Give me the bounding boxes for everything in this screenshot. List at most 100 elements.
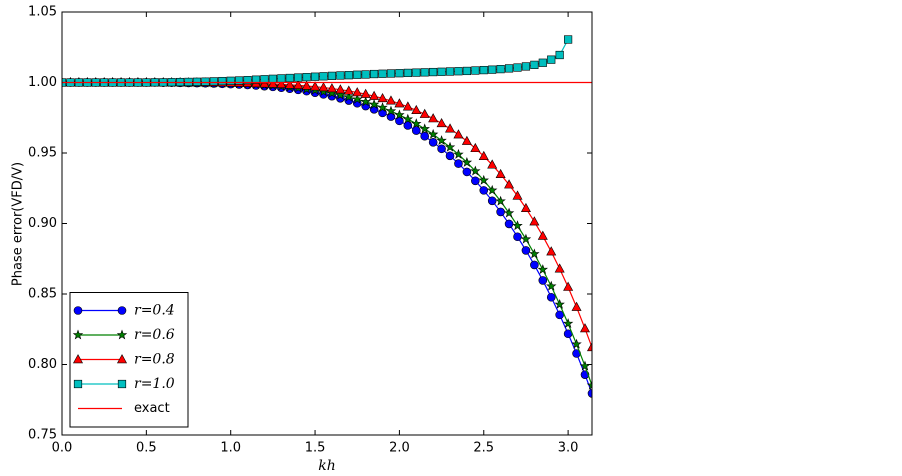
marker: [521, 246, 531, 255]
x-tick-label: 3.0: [558, 441, 579, 456]
marker: [294, 73, 303, 82]
marker: [411, 104, 422, 114]
marker: [343, 85, 354, 95]
marker: [436, 135, 447, 146]
marker: [335, 84, 346, 94]
marker: [429, 67, 438, 77]
legend-label: r=0.6: [134, 327, 175, 343]
marker: [428, 137, 438, 147]
marker: [579, 323, 590, 333]
marker: [520, 202, 531, 212]
y-tick-label: 1.05: [28, 5, 57, 20]
marker: [471, 66, 480, 75]
marker: [470, 165, 481, 176]
marker: [479, 186, 489, 195]
marker: [555, 50, 564, 60]
x-tick-label: 0.5: [136, 441, 157, 456]
marker: [530, 60, 539, 69]
marker: [538, 58, 547, 67]
marker: [268, 74, 277, 83]
marker: [503, 207, 515, 218]
marker: [385, 105, 397, 116]
marker: [470, 142, 481, 153]
y-tick-label: 1.00: [28, 75, 57, 90]
marker: [530, 260, 539, 270]
marker: [428, 113, 439, 123]
x-tick-label: 1.0: [220, 441, 241, 456]
marker: [352, 93, 363, 104]
marker: [504, 64, 514, 73]
marker: [513, 63, 522, 72]
marker: [478, 174, 489, 185]
marker: [335, 89, 346, 100]
marker: [512, 220, 523, 231]
marker: [420, 131, 430, 141]
marker: [394, 109, 405, 120]
marker: [277, 74, 286, 83]
marker: [554, 263, 565, 273]
marker: [403, 121, 413, 130]
marker: [538, 276, 548, 285]
marker: [453, 129, 464, 139]
marker: [117, 306, 127, 315]
marker: [461, 156, 473, 167]
marker: [420, 68, 429, 77]
marker: [479, 65, 488, 75]
marker: [563, 281, 574, 291]
y-tick-label: 0.80: [28, 357, 57, 372]
marker: [537, 230, 548, 240]
marker: [411, 118, 422, 129]
marker: [378, 69, 387, 78]
marker: [116, 354, 128, 364]
marker: [571, 301, 582, 311]
marker: [537, 264, 549, 275]
marker: [586, 342, 592, 352]
marker: [326, 83, 337, 93]
plot-area: [62, 35, 592, 398]
marker: [478, 150, 489, 160]
marker: [513, 232, 522, 242]
marker: [529, 216, 540, 226]
marker: [495, 168, 506, 178]
marker: [445, 151, 455, 161]
marker: [267, 78, 278, 88]
marker: [209, 77, 218, 86]
marker: [243, 76, 252, 85]
marker: [336, 71, 345, 80]
marker: [192, 77, 202, 86]
marker: [310, 72, 320, 81]
marker: [454, 159, 463, 168]
marker: [495, 195, 506, 206]
x-tick-label: 1.5: [305, 441, 326, 456]
marker: [486, 184, 498, 195]
marker: [276, 78, 287, 89]
marker: [377, 93, 388, 103]
marker: [395, 69, 404, 78]
marker: [504, 219, 514, 229]
marker: [360, 88, 371, 98]
marker: [361, 70, 370, 79]
marker: [454, 67, 463, 76]
marker: [327, 71, 337, 80]
marker: [310, 81, 321, 91]
x-tick-label: 2.5: [473, 441, 494, 456]
x-tick-label: 0.0: [52, 441, 73, 456]
marker: [302, 73, 311, 82]
marker: [564, 35, 573, 44]
marker: [377, 102, 388, 113]
plot-frame: [61, 11, 593, 436]
marker: [386, 112, 396, 121]
marker: [520, 233, 532, 244]
marker: [412, 68, 421, 77]
marker: [487, 196, 497, 206]
marker: [529, 248, 540, 259]
marker: [285, 73, 294, 83]
marker: [319, 72, 328, 81]
marker: [546, 280, 557, 291]
marker: [445, 67, 455, 76]
marker: [402, 113, 414, 124]
marker: [571, 338, 582, 349]
marker: [402, 101, 413, 111]
marker: [301, 80, 312, 90]
